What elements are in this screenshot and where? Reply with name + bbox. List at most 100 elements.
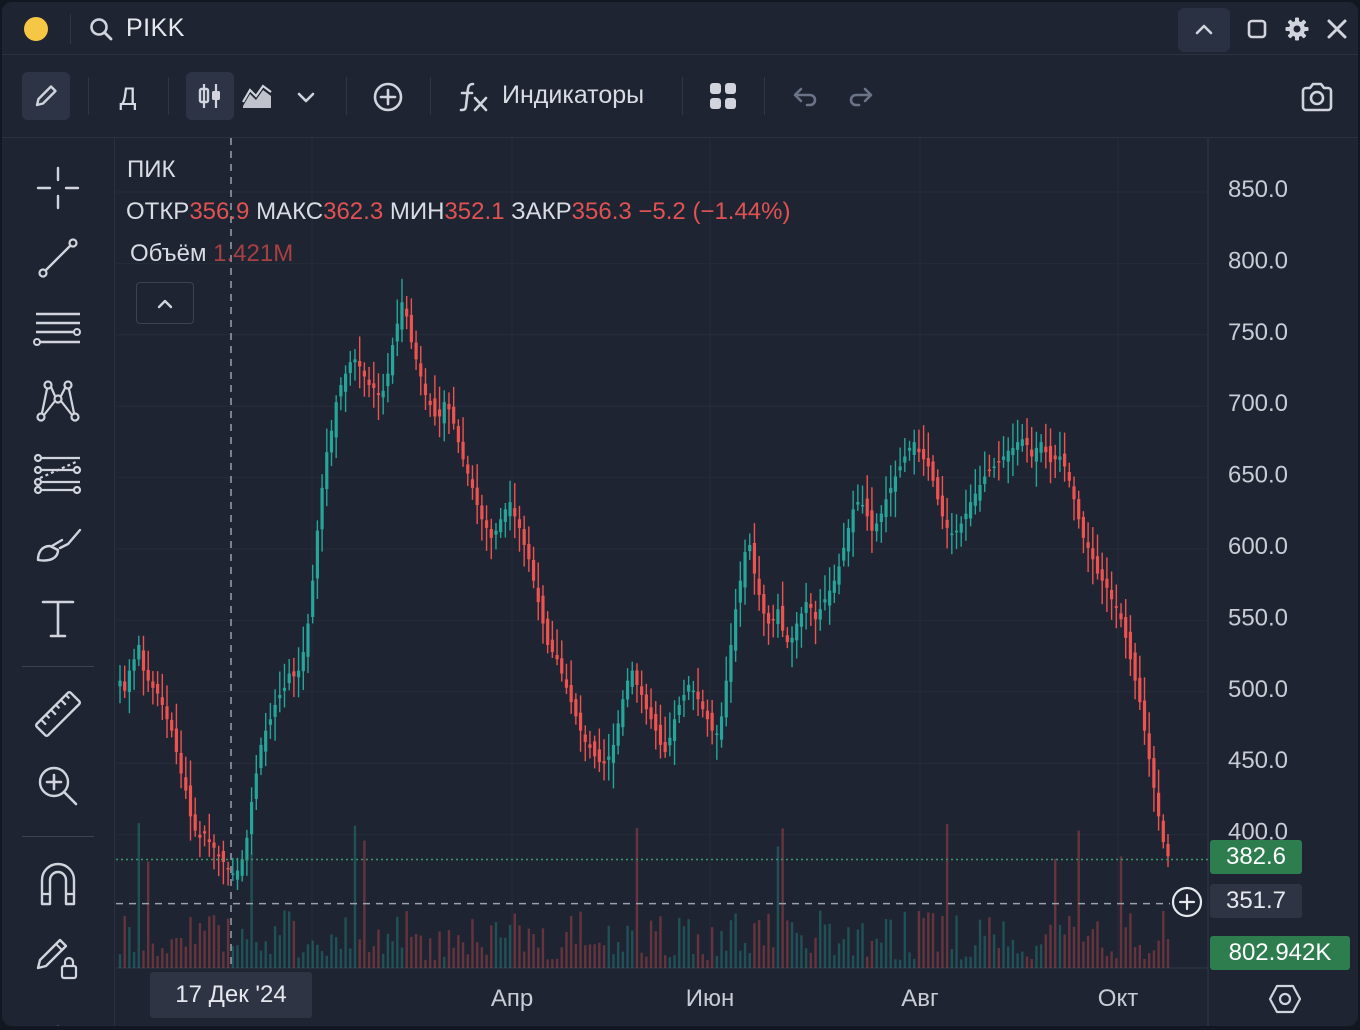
volume-bar <box>701 954 704 968</box>
text-tool[interactable] <box>30 590 86 646</box>
collapse-button[interactable] <box>1178 8 1230 52</box>
chart-settings-icon[interactable] <box>1268 982 1302 1016</box>
lock-drawings-tool[interactable] <box>30 928 86 984</box>
candle-body <box>846 527 851 552</box>
candle-body <box>752 542 757 574</box>
volume-bar <box>654 931 657 968</box>
candle-body <box>738 580 742 603</box>
legend-collapse-button[interactable] <box>136 282 194 324</box>
candle-body <box>893 476 898 492</box>
volume-bar <box>222 951 225 968</box>
volume-bar <box>922 917 925 968</box>
candle-body <box>564 679 569 688</box>
candles-icon <box>198 84 220 108</box>
ruler-tool[interactable] <box>30 686 86 742</box>
crosshair-tool[interactable] <box>30 160 86 216</box>
chart-type-area-button[interactable] <box>236 75 278 117</box>
volume-bar <box>457 935 460 968</box>
chart-type-dropdown[interactable] <box>288 79 324 115</box>
volume-bar <box>598 942 601 968</box>
brush-tool[interactable] <box>30 516 86 572</box>
trend-line-tool[interactable] <box>30 230 86 286</box>
candle-body <box>325 452 329 490</box>
volume-bar <box>1058 924 1062 968</box>
settings-button[interactable] <box>1282 14 1312 44</box>
volume-bar <box>499 937 502 968</box>
divider <box>682 77 683 115</box>
volume-bar <box>602 945 606 968</box>
fib-tool[interactable] <box>30 444 86 500</box>
volume-bar <box>452 947 455 968</box>
volume-bar <box>396 916 399 968</box>
volume-bar <box>273 926 277 968</box>
candle-body <box>217 854 221 857</box>
candle-body <box>856 502 860 505</box>
low-value: 352.1 <box>444 198 505 225</box>
candle-body <box>630 670 634 687</box>
draw-mode-button[interactable] <box>22 72 70 120</box>
candle-body <box>701 701 705 710</box>
volume-bar <box>405 911 408 968</box>
candle-body <box>668 737 672 746</box>
candle-body <box>160 697 164 705</box>
divider <box>346 77 347 115</box>
candle-body <box>851 509 855 533</box>
symbol-input[interactable]: PIKK <box>126 14 185 42</box>
candle-body <box>353 359 357 363</box>
high-value: 362.3 <box>323 198 384 225</box>
volume-bar <box>146 861 150 968</box>
candle-body <box>522 529 526 545</box>
undo-button[interactable] <box>786 77 824 115</box>
volume-bar <box>480 947 484 968</box>
candle-body <box>945 519 949 528</box>
add-order-icon[interactable] <box>1169 884 1205 920</box>
candle-body <box>663 741 667 753</box>
candle-body <box>917 448 921 453</box>
candle-body <box>1138 677 1142 703</box>
redo-button[interactable] <box>842 77 880 115</box>
volume-bar <box>353 825 357 968</box>
candle-body <box>1091 548 1095 560</box>
volume-bar <box>941 915 944 968</box>
indicators-button[interactable]: Индикаторы <box>502 81 645 109</box>
candle-body <box>273 704 277 717</box>
screenshot-button[interactable] <box>1296 77 1338 117</box>
search-icon[interactable] <box>88 16 114 42</box>
volume-bar <box>861 923 864 968</box>
camera-icon <box>1301 82 1333 112</box>
candle-body <box>743 552 747 588</box>
divider <box>22 836 94 837</box>
close-button[interactable] <box>1322 14 1352 44</box>
low-label: МИН <box>389 198 445 225</box>
candle-body <box>127 670 131 692</box>
volume-bar <box>767 913 770 968</box>
candle-body <box>240 859 244 876</box>
candle-body <box>414 342 418 360</box>
volume-bar <box>189 916 192 968</box>
chart-type-candles-button[interactable] <box>186 72 234 120</box>
volume-bar <box>696 934 700 968</box>
interval-button[interactable]: Д <box>119 82 137 111</box>
candle-body <box>329 430 334 453</box>
candle-body <box>527 543 531 560</box>
indicators-icon-button[interactable] <box>454 77 494 117</box>
magnet-tool[interactable] <box>30 856 86 912</box>
volume-bar <box>555 958 559 968</box>
candle-body <box>1048 445 1053 463</box>
volume-bar <box>208 916 211 968</box>
maximize-button[interactable] <box>1242 14 1272 44</box>
candle-body <box>381 390 385 398</box>
volume-bar <box>165 953 169 968</box>
zoom-tool[interactable] <box>30 758 86 814</box>
pattern-tool[interactable] <box>30 372 86 428</box>
horizontal-lines-tool[interactable] <box>30 300 86 356</box>
volume-bar <box>560 947 563 968</box>
candle-body <box>898 466 902 471</box>
candle-body <box>766 613 771 624</box>
volume-bar <box>1077 830 1080 968</box>
compare-button[interactable] <box>366 75 410 119</box>
candle-body <box>1058 456 1062 460</box>
layout-button[interactable] <box>702 75 744 117</box>
volume-bar <box>522 951 526 968</box>
